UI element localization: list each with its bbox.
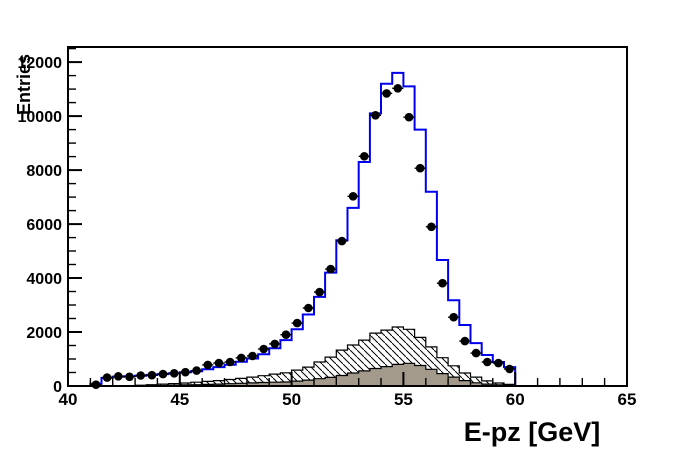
data-point-marker (315, 287, 324, 297)
x-tick-label: 45 (170, 390, 189, 409)
gray-background-histogram (68, 362, 627, 387)
data-point-marker (360, 152, 369, 161)
data-point-marker (371, 111, 380, 120)
y-tick-label: 10000 (18, 109, 63, 126)
hatched-background-histogram (68, 326, 627, 387)
data-point-marker (158, 369, 168, 379)
data-point-marker (192, 366, 201, 375)
y-axis-title: Entries (14, 54, 34, 115)
mc-total-step-line (68, 71, 627, 387)
data-point-marker (91, 380, 101, 390)
data-point-marker (460, 336, 470, 346)
data-point-marker (203, 360, 213, 370)
data-point-marker (169, 369, 179, 378)
data-point-marker (415, 163, 425, 173)
data-point-marker (292, 318, 302, 328)
y-tick-label: 8000 (26, 163, 62, 180)
y-tick-label: 12000 (18, 55, 63, 72)
data-point-marker (337, 236, 347, 246)
data-point-marker (348, 192, 358, 201)
data-point-marker (483, 357, 492, 367)
x-axis-title: E-pz [GeV] (464, 417, 601, 447)
data-point-marker (393, 84, 403, 93)
data-point-marker (214, 358, 224, 368)
y-tick-label: 0 (53, 379, 62, 396)
data-point-marker (136, 371, 145, 380)
data-point-marker (248, 351, 257, 361)
y-tick-label: 2000 (26, 325, 62, 342)
data-point-marker (102, 373, 112, 382)
data-point-marker (494, 358, 503, 368)
series-layer (68, 71, 627, 390)
data-point-marker (382, 89, 391, 98)
axes-layer: 40 45 50 55 60 65 0 2000 4000 6000 8000 10000 12000 (18, 47, 637, 409)
data-point-marker (326, 264, 336, 274)
data-point-marker (471, 348, 481, 358)
data-point-marker (505, 364, 514, 374)
data-point-marker (281, 330, 291, 340)
plot-frame (67, 46, 628, 387)
x-tick-label: 40 (59, 390, 78, 409)
data-point-marker (114, 372, 123, 381)
data-point-marker (427, 222, 436, 232)
data-point-marker (181, 367, 190, 377)
data-points-group (90, 84, 516, 390)
data-point-marker (237, 353, 246, 363)
y-tick-label: 4000 (26, 271, 62, 288)
x-tick-label: 60 (506, 390, 525, 409)
data-point-marker (259, 344, 269, 354)
plot-frame-layer (67, 46, 628, 387)
data-point-marker (147, 370, 157, 380)
data-point-marker (270, 339, 280, 349)
data-point-marker (225, 357, 235, 367)
x-tick-label: 65 (618, 390, 637, 409)
data-point-marker (125, 372, 134, 382)
x-tick-label: 50 (282, 390, 301, 409)
data-point-marker (404, 112, 414, 122)
data-point-marker (304, 303, 313, 313)
x-tick-label: 55 (394, 390, 413, 409)
data-point-marker (438, 278, 447, 288)
data-point-marker (449, 312, 459, 322)
y-tick-label: 6000 (26, 217, 62, 234)
